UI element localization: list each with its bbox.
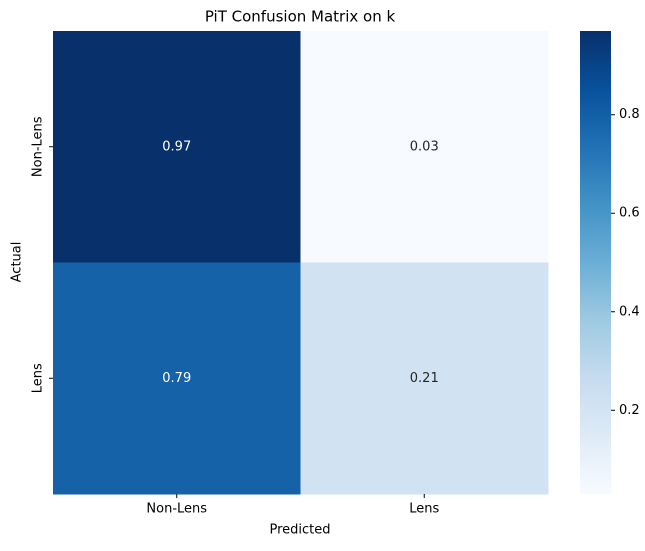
colorbar-tick-label: 0.4 (619, 304, 640, 319)
cell-value-label: 0.79 (162, 371, 191, 386)
cell-value-label: 0.03 (410, 139, 439, 154)
x-axis-label: Predicted (269, 523, 330, 538)
colorbar-tick-label: 0.2 (619, 403, 640, 418)
cell-value-label: 0.97 (162, 139, 191, 154)
heatmap-cell (300, 262, 549, 495)
y-tick-label: Non-Lens (31, 116, 46, 177)
y-axis-label: Actual (10, 242, 25, 283)
heatmap-cell (53, 262, 301, 495)
x-tick-label: Non-Lens (146, 502, 207, 517)
heatmap-cell (53, 31, 301, 263)
colorbar (580, 31, 611, 494)
x-tick-label: Lens (409, 502, 439, 517)
heatmap-cell (300, 31, 549, 263)
chart-title: PiT Confusion Matrix on k (205, 8, 396, 26)
y-tick-label: Lens (31, 363, 46, 393)
colorbar-tick-label: 0.6 (619, 206, 640, 221)
colorbar-tick-label: 0.8 (619, 107, 640, 122)
cell-value-label: 0.21 (410, 371, 439, 386)
